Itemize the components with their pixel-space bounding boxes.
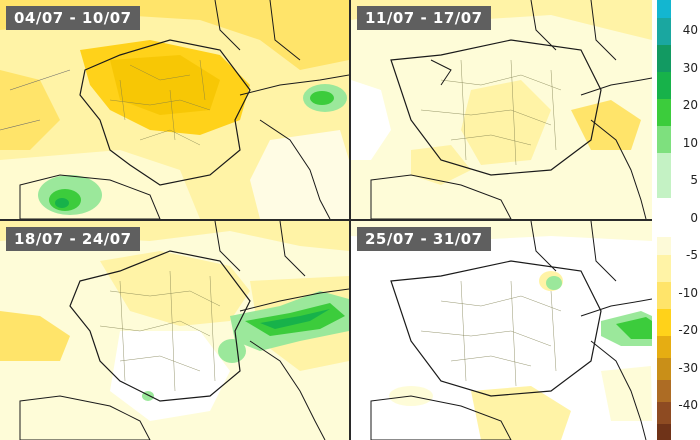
map-week1 (0, 0, 349, 219)
legend-swatch (657, 0, 671, 18)
legend-tick: 20 (682, 98, 698, 112)
map-week2 (351, 0, 652, 219)
map-week3 (0, 221, 349, 440)
legend-tick: 0 (690, 211, 698, 225)
legend-swatch (657, 18, 671, 45)
legend-swatch (657, 358, 671, 380)
legend-swatch (657, 402, 671, 424)
week-label: 25/07 - 31/07 (357, 227, 491, 251)
legend-swatch (657, 282, 671, 309)
map-panel-week4: 25/07 - 31/07 (351, 221, 700, 440)
map-panel-week2: 11/07 - 17/07 (351, 0, 700, 219)
week-label: 11/07 - 17/07 (357, 6, 491, 30)
legend-tick: -10 (678, 286, 698, 300)
legend-tick: -20 (678, 323, 698, 337)
legend-swatch (657, 336, 671, 358)
panel-divider-horizontal (0, 219, 652, 221)
legend-swatch (657, 309, 671, 336)
map-panel-week1: 04/07 - 10/07 (0, 0, 349, 219)
legend-swatch (657, 126, 671, 153)
legend-tick: -30 (678, 361, 698, 375)
week-label: 18/07 - 24/07 (6, 227, 140, 251)
legend-swatch (657, 380, 671, 402)
legend-swatch (657, 99, 671, 126)
map-panel-week3: 18/07 - 24/07 (0, 221, 349, 440)
legend-swatch (657, 45, 671, 72)
legend-tick: 40 (682, 23, 698, 37)
legend-tick: 10 (682, 136, 698, 150)
legend-swatch (657, 153, 671, 198)
map-week4 (351, 221, 652, 440)
legend-tick: 5 (690, 173, 698, 187)
legend-swatch (657, 72, 671, 99)
legend-swatch (657, 237, 671, 255)
week-label: 04/07 - 10/07 (6, 6, 140, 30)
color-scale-legend: 40 30 20 10 5 0 -5 -10 -20 -30 -40 (652, 0, 700, 440)
legend-tick: -40 (678, 398, 698, 412)
legend-tick: 30 (682, 61, 698, 75)
legend-swatch (657, 255, 671, 282)
legend-swatch (657, 424, 671, 440)
legend-tick: -5 (686, 248, 698, 262)
